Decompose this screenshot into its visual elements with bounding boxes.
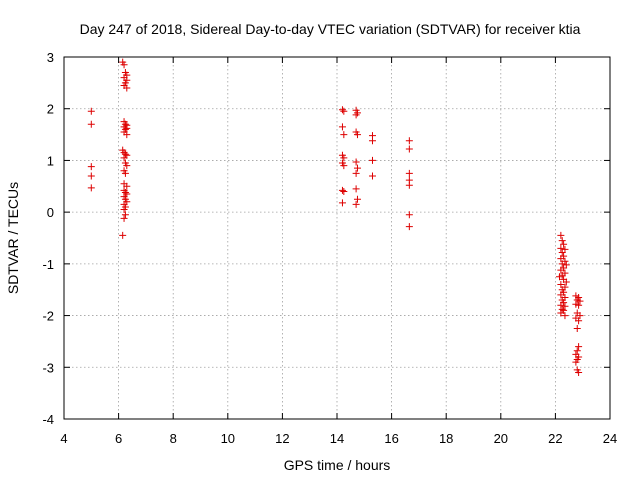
x-tick-label: 16 (384, 431, 398, 446)
data-point (405, 145, 413, 153)
data-point (575, 368, 583, 376)
y-tick-label: -4 (42, 412, 54, 427)
x-tick-label: 24 (603, 431, 617, 446)
data-point (352, 185, 360, 193)
x-tick-label: 8 (170, 431, 177, 446)
data-point (405, 169, 413, 177)
data-point (405, 211, 413, 219)
x-tick-label: 22 (548, 431, 562, 446)
data-point (123, 182, 131, 190)
grid (64, 57, 610, 419)
y-tick-labels: 3 2 1 0 -1 -2 -3 -4 (42, 50, 54, 427)
data-point (338, 199, 346, 207)
data-point (123, 84, 131, 92)
data-point (121, 150, 129, 158)
data-point (575, 317, 583, 325)
x-tick-label: 10 (221, 431, 235, 446)
y-tick-label: -2 (42, 309, 54, 324)
x-tick-label: 18 (439, 431, 453, 446)
data-point (87, 172, 95, 180)
data-point (352, 158, 360, 166)
y-tick-label: 2 (47, 102, 54, 117)
data-point (120, 154, 128, 162)
data-point (405, 181, 413, 189)
data-point (121, 169, 129, 177)
data-point (340, 131, 348, 139)
data-point (405, 137, 413, 145)
data-point (338, 186, 346, 194)
y-tick-label: 3 (47, 50, 54, 65)
data-point (562, 278, 570, 286)
data-point (368, 172, 376, 180)
data-point (558, 305, 566, 313)
data-point (352, 169, 360, 177)
data-point (575, 343, 583, 351)
data-point (352, 111, 360, 119)
data-point (557, 291, 565, 299)
y-tick-label: -1 (42, 257, 54, 272)
data-points (87, 58, 584, 376)
x-tick-label: 12 (275, 431, 289, 446)
data-point (575, 301, 583, 309)
data-point (338, 106, 346, 114)
x-tick-label: 14 (330, 431, 344, 446)
y-tick-label: 0 (47, 205, 54, 220)
data-point (557, 255, 565, 263)
data-point (555, 273, 563, 281)
data-point (340, 187, 348, 195)
data-point (123, 131, 131, 139)
data-point (557, 301, 565, 309)
data-point (87, 184, 95, 192)
data-point (368, 156, 376, 164)
plot-frame (63, 56, 611, 420)
x-tick-label: 20 (494, 431, 508, 446)
data-point (558, 248, 566, 256)
data-point (340, 107, 348, 115)
data-point (557, 244, 565, 252)
data-point (368, 137, 376, 145)
data-point (87, 163, 95, 171)
data-point (576, 312, 584, 320)
data-point (353, 131, 361, 139)
x-axis-label: GPS time / hours (284, 457, 391, 473)
y-tick-label: -3 (42, 360, 54, 375)
data-point (353, 195, 361, 203)
data-point (572, 358, 580, 366)
data-point (557, 281, 565, 289)
data-point (340, 162, 348, 170)
data-point (338, 123, 346, 131)
data-point (557, 266, 565, 274)
x-tick-labels: 4 6 8 10 12 14 16 18 20 22 24 (60, 431, 617, 446)
y-axis-label: SDTVAR / TECUs (5, 182, 21, 294)
data-point (123, 124, 131, 132)
data-point (558, 237, 566, 245)
data-point (121, 211, 129, 219)
data-point (558, 260, 566, 268)
data-point (120, 214, 128, 222)
chart-title: Day 247 of 2018, Sidereal Day-to-day VTE… (80, 21, 581, 37)
data-point (87, 120, 95, 128)
data-point (405, 223, 413, 231)
data-point (123, 162, 131, 170)
x-tick-label: 4 (60, 431, 67, 446)
data-point (573, 325, 581, 332)
data-point (561, 312, 569, 320)
data-point (557, 231, 565, 239)
data-point (119, 231, 127, 239)
data-point (352, 200, 360, 208)
data-point (121, 188, 129, 196)
x-tick-label: 6 (115, 431, 122, 446)
data-point (573, 347, 581, 355)
data-point (340, 154, 348, 162)
y-tick-label: 1 (47, 153, 54, 168)
data-point (560, 240, 568, 248)
data-point (120, 61, 128, 69)
data-point (576, 297, 584, 305)
data-point (353, 164, 361, 172)
data-point (87, 107, 95, 115)
data-point (557, 309, 565, 317)
data-point (120, 206, 128, 214)
